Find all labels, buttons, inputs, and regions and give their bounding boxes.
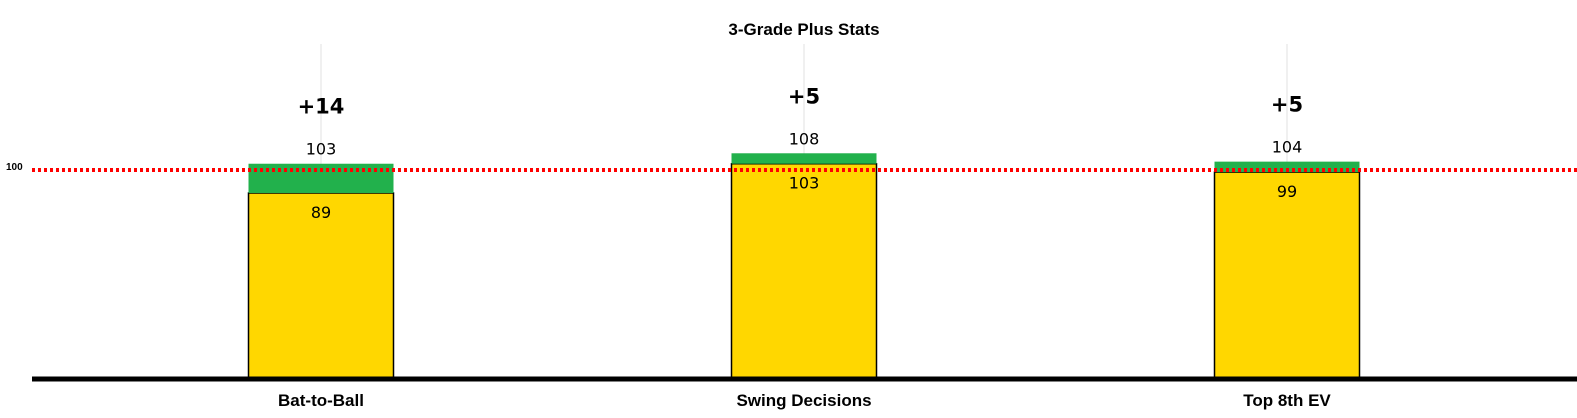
base-value-label: 89: [311, 203, 331, 222]
bar-increase: [1214, 161, 1360, 173]
plus-value-label: 104: [1272, 138, 1303, 157]
x-tick-label: Swing Decisions: [736, 391, 871, 410]
difference-label: +5: [788, 84, 820, 108]
x-tick-label: Top 8th EV: [1243, 391, 1331, 410]
plus-value-label: 103: [306, 140, 337, 159]
chart-title: 3-Grade Plus Stats: [728, 20, 879, 39]
base-value-label: 99: [1277, 182, 1297, 201]
bar-increase: [731, 153, 877, 164]
x-tick-label: Bat-to-Ball: [278, 391, 364, 410]
bar-base: [1213, 171, 1361, 380]
reference-line-label: 100: [6, 162, 23, 173]
difference-label: +14: [298, 95, 345, 119]
bar-base: [730, 162, 878, 380]
x-tick-labels: Bat-to-Ball Swing Decisions Top 8th EV: [278, 391, 1331, 410]
bars: [247, 153, 1361, 380]
plus-value-label: 108: [789, 129, 820, 148]
base-value-label: 103: [789, 174, 820, 193]
reference-line-group: 100: [6, 162, 1577, 173]
difference-label: +5: [1271, 93, 1303, 117]
bar-base: [247, 192, 395, 380]
value-labels: 89 103 +14 103 108 +5 99 104 +5: [298, 84, 1304, 222]
